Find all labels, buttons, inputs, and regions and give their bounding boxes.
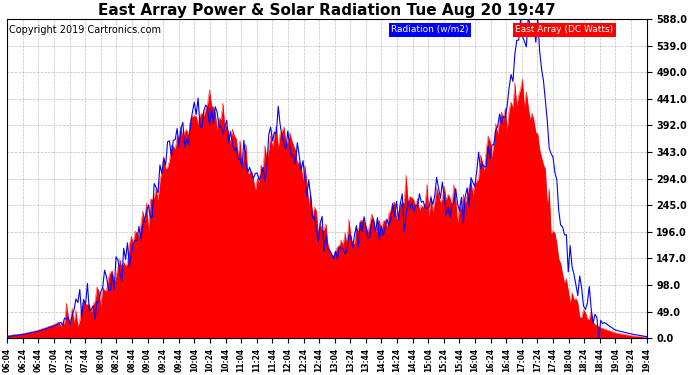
Text: Copyright 2019 Cartronics.com: Copyright 2019 Cartronics.com — [8, 26, 161, 35]
Title: East Array Power & Solar Radiation Tue Aug 20 19:47: East Array Power & Solar Radiation Tue A… — [98, 3, 555, 18]
Text: East Array (DC Watts): East Array (DC Watts) — [515, 26, 613, 34]
Text: Radiation (w/m2): Radiation (w/m2) — [391, 26, 469, 34]
